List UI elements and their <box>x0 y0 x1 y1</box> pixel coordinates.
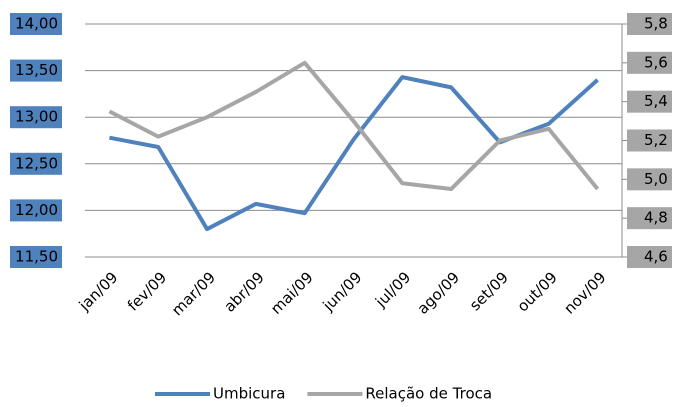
y2-tick-box <box>627 168 672 191</box>
y2-tick-box <box>627 13 672 35</box>
line-series <box>109 75 599 232</box>
y2-tick-box <box>627 90 672 113</box>
y2-tick-label: 5,8 <box>644 15 668 33</box>
y2-tick-box <box>627 129 672 152</box>
x-tick-label: set/09 <box>466 268 512 314</box>
x-tick-label: mai/09 <box>267 268 317 318</box>
y-tick-label: 14,00 <box>15 15 58 33</box>
line-series <box>108 60 600 192</box>
y-tick-box <box>10 199 62 222</box>
x-tick-label: mar/09 <box>168 268 219 319</box>
x-tick-label: jun/09 <box>319 268 366 315</box>
y2-tick-box <box>627 51 672 74</box>
y-tick-label: 11,50 <box>15 248 58 266</box>
y2-tick-label: 4,8 <box>644 209 668 227</box>
y2-tick-label: 5,4 <box>644 92 668 110</box>
y-tick-box <box>10 246 62 268</box>
y-tick-box <box>10 59 62 82</box>
y-tick-box <box>10 106 62 129</box>
y-tick-label: 12,50 <box>15 154 58 172</box>
y2-tick-label: 5,6 <box>644 53 668 71</box>
legend-label: Umbicura <box>213 385 285 403</box>
y-tick-label: 13,50 <box>15 61 58 79</box>
x-tick-label: abr/09 <box>220 268 267 315</box>
y2-tick-box <box>627 207 672 230</box>
y-tick-label: 12,00 <box>15 201 58 219</box>
x-tick-label: jan/09 <box>75 268 122 315</box>
x-tick-label: out/09 <box>514 268 561 315</box>
x-tick-label: nov/09 <box>560 268 609 317</box>
y-tick-label: 13,00 <box>15 108 58 126</box>
y2-tick-label: 5,2 <box>644 131 668 149</box>
y2-tick-label: 5,0 <box>644 170 668 188</box>
y2-tick-box <box>627 246 672 268</box>
x-tick-label: jul/09 <box>371 268 414 311</box>
y-tick-box <box>10 152 62 175</box>
y2-tick-label: 4,6 <box>644 248 668 266</box>
x-tick-label: ago/09 <box>414 268 464 318</box>
legend-label: Relação de Troca <box>365 385 492 403</box>
x-tick-label: fev/09 <box>124 268 170 314</box>
y-tick-box <box>10 13 62 35</box>
